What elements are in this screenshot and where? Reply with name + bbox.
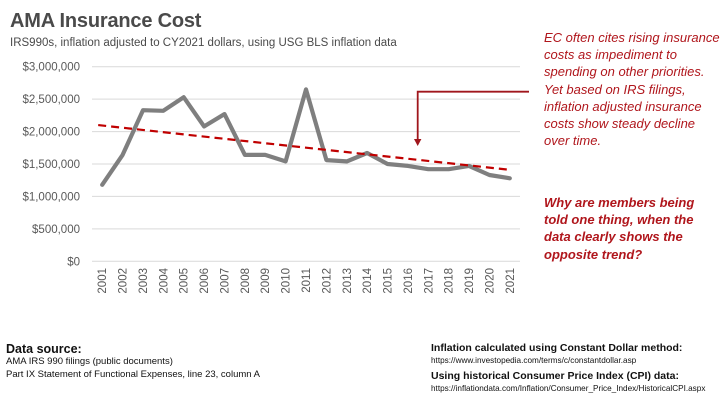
data-source-heading: Data source: bbox=[6, 342, 82, 356]
y-tick-label: $1,500,000 bbox=[22, 159, 80, 171]
y-tick-label: $500,000 bbox=[32, 224, 80, 236]
x-tick-label: 2005 bbox=[179, 268, 191, 294]
y-tick-label: $2,000,000 bbox=[22, 127, 80, 139]
x-tick-label: 2020 bbox=[484, 268, 496, 294]
x-axis-ticks: 2001 2002 2003 2004 2005 2006 2007 2008 2009 2010… bbox=[97, 267, 517, 293]
series-line-insurance-cost bbox=[100, 87, 512, 187]
y-tick-label: $1,000,000 bbox=[22, 191, 80, 203]
x-tick-label: 2011 bbox=[301, 268, 313, 293]
x-tick-label: 2015 bbox=[383, 268, 395, 294]
x-tick-label: 2003 bbox=[138, 268, 150, 294]
x-tick-label: 2021 bbox=[505, 268, 517, 294]
y-tick-label: $3,000,000 bbox=[22, 62, 80, 74]
annotation-question: Why are members being told one thing, wh… bbox=[544, 195, 695, 262]
annotation-text: EC often cites rising insurance costs as… bbox=[544, 30, 720, 149]
x-tick-label: 2008 bbox=[240, 268, 252, 294]
x-tick-label: 2002 bbox=[118, 268, 130, 294]
data-source-line: Part IX Statement of Functional Expenses… bbox=[6, 368, 260, 380]
x-tick-label: 2019 bbox=[464, 268, 476, 294]
inflation-url-link[interactable]: https://www.investopedia.com/terms/c/con… bbox=[431, 356, 637, 365]
x-tick-label: 2009 bbox=[260, 268, 272, 294]
annotation-arrow bbox=[414, 90, 529, 146]
x-tick-label: 2014 bbox=[362, 267, 374, 293]
arrow-line bbox=[416, 90, 529, 140]
data-source: Data source: AMA IRS 990 filings (public… bbox=[6, 342, 260, 381]
x-tick-label: 2012 bbox=[321, 268, 333, 294]
arrow-head-icon bbox=[414, 139, 422, 146]
y-tick-label: $0 bbox=[67, 256, 80, 268]
trend-line bbox=[98, 123, 510, 171]
x-tick-label: 2007 bbox=[219, 268, 231, 294]
x-tick-label: 2006 bbox=[199, 268, 211, 294]
data-source-line: AMA IRS 990 filings (public documents) bbox=[6, 356, 173, 367]
chart-title: AMA Insurance Cost bbox=[10, 10, 202, 32]
inflation-heading: Inflation calculated using Constant Doll… bbox=[431, 342, 683, 354]
x-tick-label: 2017 bbox=[423, 268, 435, 294]
x-tick-label: 2004 bbox=[158, 267, 170, 293]
chart-subtitle: IRS990s, inflation adjusted to CY2021 do… bbox=[10, 37, 397, 49]
x-tick-label: 2001 bbox=[97, 268, 109, 294]
x-tick-label: 2018 bbox=[444, 268, 456, 294]
y-axis-ticks: $0 $500,000 $1,000,000 $1,500,000 $2,000,000… bbox=[22, 62, 80, 269]
cpi-heading: Using historical Consumer Price Index (C… bbox=[431, 370, 679, 382]
x-tick-label: 2013 bbox=[342, 268, 354, 294]
y-tick-label: $2,500,000 bbox=[22, 94, 80, 106]
cpi-url-link[interactable]: https://inflationdata.com/Inflation/Cons… bbox=[431, 384, 706, 393]
series-group bbox=[98, 87, 512, 187]
x-tick-label: 2010 bbox=[281, 268, 293, 294]
x-tick-label: 2016 bbox=[403, 268, 415, 294]
inflation-notes: Inflation calculated using Constant Doll… bbox=[431, 342, 705, 398]
